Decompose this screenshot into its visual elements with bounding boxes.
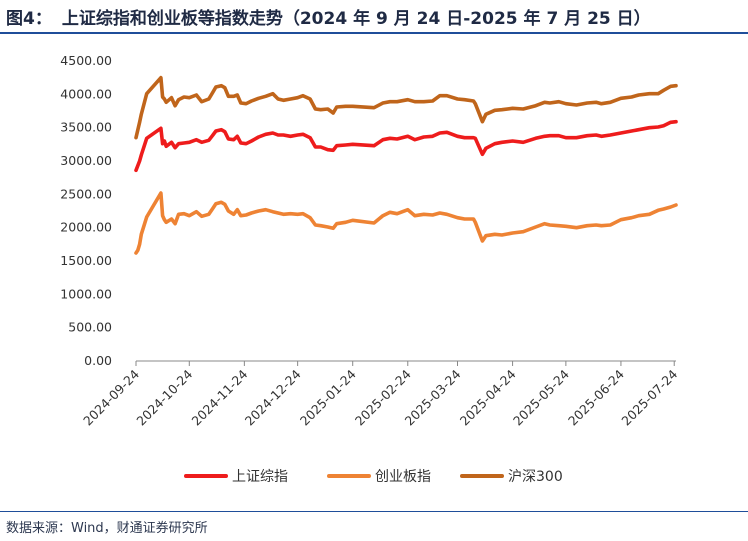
source-note: 数据来源：Wind，财通证券研究所 xyxy=(6,521,208,536)
x-tick-label: 2025-06-24 xyxy=(565,366,627,428)
x-tick-label: 2024-12-24 xyxy=(242,366,304,428)
x-tick-label: 2024-11-24 xyxy=(188,366,250,428)
footer-rule xyxy=(0,511,748,512)
y-tick-label: 0.00 xyxy=(84,353,112,368)
x-tick-label: 2025-04-24 xyxy=(457,366,519,428)
x-axis: 2024-09-242024-10-242024-11-242024-12-24… xyxy=(80,360,680,428)
y-axis: 0.00 500.00 1000.00 1500.00 2000.00 2500.00 30… xyxy=(60,53,112,368)
y-tick-label: 2000.00 xyxy=(60,220,112,235)
legend-label: 上证综指 xyxy=(232,469,288,485)
legend-label: 沪深300 xyxy=(508,469,563,485)
x-tick-label: 2024-09-24 xyxy=(80,366,142,428)
x-tick-label: 2024-10-24 xyxy=(133,366,195,428)
y-tick-label: 4000.00 xyxy=(60,86,112,101)
series-line-创业板指 xyxy=(134,191,678,255)
y-tick-label: 1000.00 xyxy=(60,286,112,301)
y-tick-label: 500.00 xyxy=(68,320,112,335)
legend: 上证综指 创业板指 沪深300 xyxy=(184,469,563,485)
series-line-上证综指 xyxy=(134,119,678,173)
y-tick-label: 4500.00 xyxy=(60,53,112,68)
x-tick-label: 2025-07-24 xyxy=(618,366,680,428)
figure-title: 图4： 上证综指和创业板等指数走势（2024 年 9 月 24 日-2025 年 … xyxy=(6,4,651,29)
figure-title-text: 上证综指和创业板等指数走势（2024 年 9 月 24 日-2025 年 7 月… xyxy=(61,9,651,29)
figure-number: 图4： xyxy=(6,9,52,29)
title-rule xyxy=(0,32,748,34)
x-tick-label: 2025-01-24 xyxy=(297,366,359,428)
y-tick-label: 3500.00 xyxy=(60,120,112,135)
series-lines xyxy=(134,75,678,255)
y-tick-label: 1500.00 xyxy=(60,253,112,268)
line-chart: 0.00 500.00 1000.00 1500.00 2000.00 2500.00 30… xyxy=(60,53,680,485)
legend-label: 创业板指 xyxy=(375,469,431,485)
y-tick-label: 2500.00 xyxy=(60,186,112,201)
y-tick-label: 3000.00 xyxy=(60,153,112,168)
x-tick-label: 2025-05-24 xyxy=(510,366,572,428)
series-line-沪深300 xyxy=(134,75,678,140)
